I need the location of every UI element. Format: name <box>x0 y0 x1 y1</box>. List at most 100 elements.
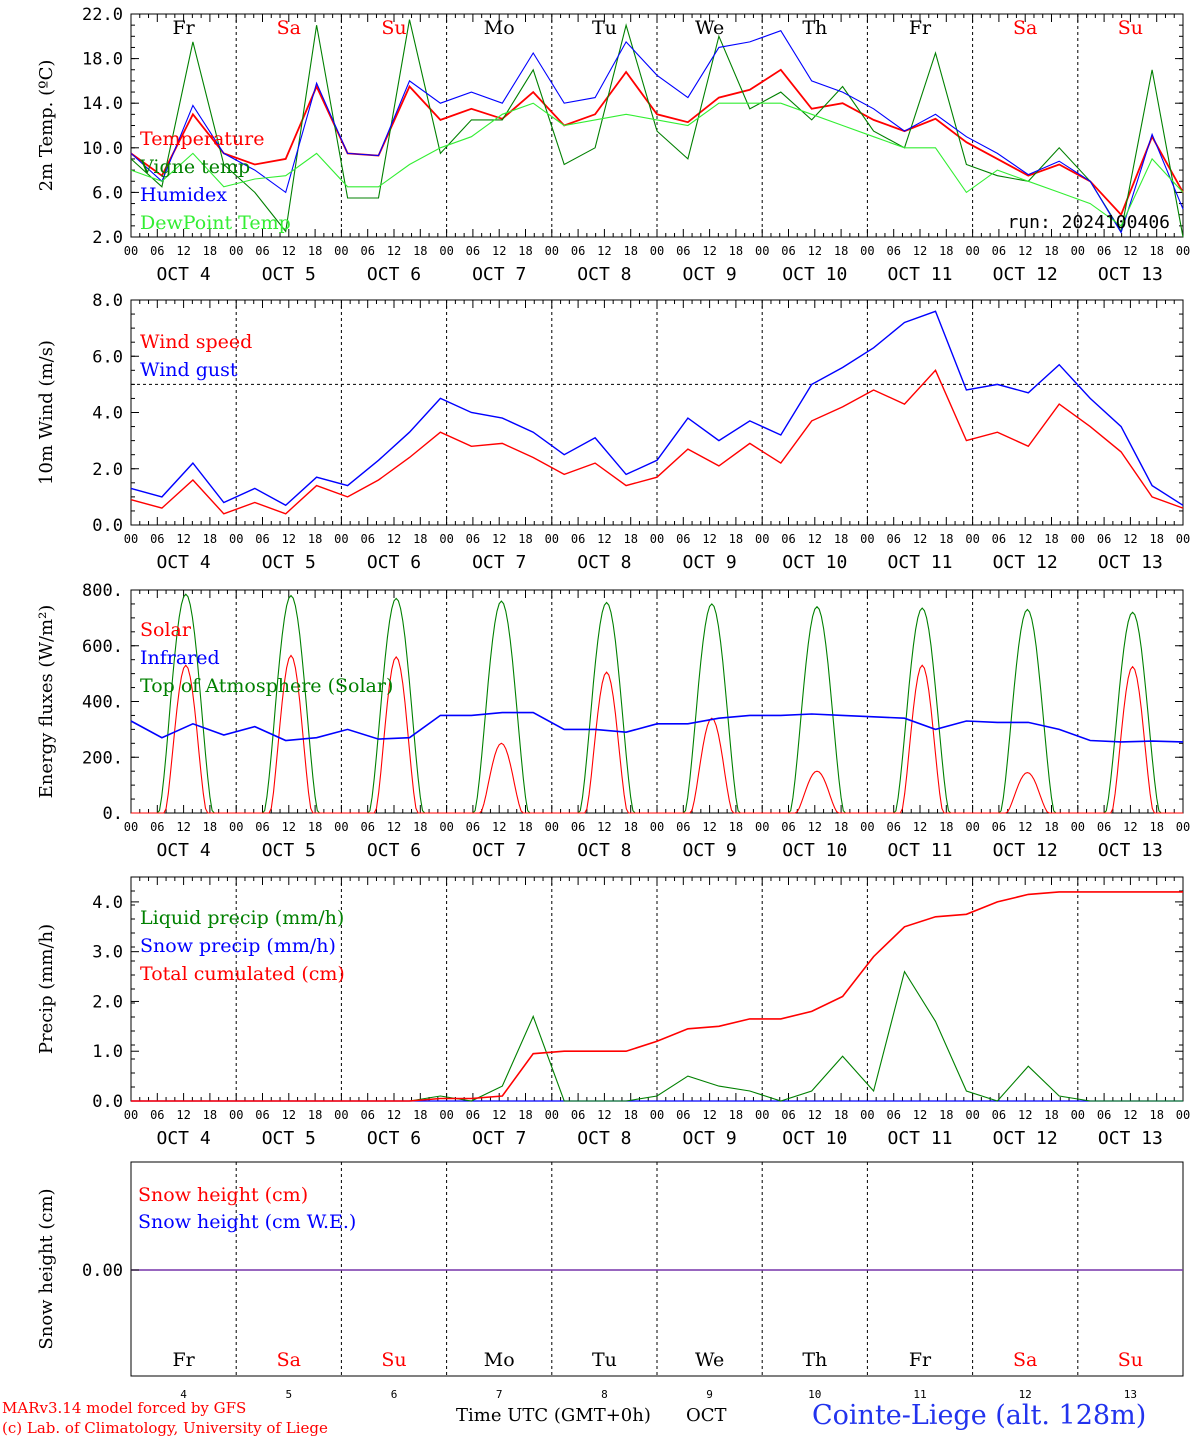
hour-label: 00 <box>124 244 138 258</box>
hour-label: 00 <box>124 820 138 834</box>
series-temperature <box>130 68 1184 217</box>
hour-label: 06 <box>886 1108 900 1122</box>
y-tick-label: 0.00 <box>82 1261 123 1281</box>
hour-label: 12 <box>597 244 611 258</box>
series-wind-speed <box>130 369 1184 515</box>
hour-label: 06 <box>886 820 900 834</box>
hour-label: 06 <box>571 1108 585 1122</box>
panel-frame <box>130 589 1184 814</box>
hour-label: 18 <box>939 820 953 834</box>
hour-label: 06 <box>676 244 690 258</box>
panel-frame <box>130 13 1184 238</box>
day-name: We <box>695 1349 724 1371</box>
legend-snow-height-cm-w-e: Snow height (cm W.E.) <box>138 1211 356 1233</box>
hour-label: 06 <box>886 244 900 258</box>
hour-label: 12 <box>282 244 296 258</box>
hour-label: 18 <box>623 820 637 834</box>
hour-label: 12 <box>282 1108 296 1122</box>
legend-snow-precip-mm-h: Snow precip (mm/h) <box>140 935 336 957</box>
hour-label: 00 <box>1176 1108 1190 1122</box>
day-name: Sa <box>1013 1349 1037 1371</box>
hour-label: 18 <box>518 244 532 258</box>
hour-label: 12 <box>176 244 190 258</box>
hour-label: 06 <box>676 820 690 834</box>
hour-label: 18 <box>623 1108 637 1122</box>
hour-label: 12 <box>1123 820 1137 834</box>
hour-label: 18 <box>203 244 217 258</box>
hour-label: 18 <box>729 820 743 834</box>
hour-label: 00 <box>229 820 243 834</box>
hour-label: 12 <box>597 1108 611 1122</box>
hour-label: 06 <box>781 820 795 834</box>
date-label: OCT 8 <box>577 840 631 861</box>
y-tick-label: 600. <box>82 637 123 657</box>
hour-label: 00 <box>650 532 664 546</box>
day-number: 6 <box>391 1388 398 1401</box>
hour-label: 12 <box>387 244 401 258</box>
panel-temperature: 00 06 12 18 OCT 4 00 06 12 18 OCT 5 00 06 12 18 OCT 6 0… <box>36 5 1190 285</box>
day-name: Su <box>381 1349 406 1371</box>
date-label: OCT 5 <box>262 1128 316 1149</box>
day-number: 10 <box>808 1388 821 1401</box>
hour-label: 00 <box>860 820 874 834</box>
time-axis-label: Time UTC (GMT+0h) <box>456 1405 651 1426</box>
day-number: 11 <box>913 1388 926 1401</box>
day-name: Mo <box>484 17 515 39</box>
hour-label: 18 <box>203 820 217 834</box>
date-label: OCT 6 <box>367 264 421 285</box>
hour-label: 06 <box>571 820 585 834</box>
hour-label: 12 <box>913 820 927 834</box>
hour-label: 00 <box>965 820 979 834</box>
hour-label: 06 <box>466 532 480 546</box>
hour-label: 06 <box>992 820 1006 834</box>
hour-label: 18 <box>1044 532 1058 546</box>
hour-label: 00 <box>860 1108 874 1122</box>
month-label: OCT <box>686 1405 727 1426</box>
hour-label: 18 <box>203 532 217 546</box>
hour-label: 00 <box>1176 820 1190 834</box>
hour-label: 06 <box>360 1108 374 1122</box>
day-name: Su <box>1118 1349 1143 1371</box>
hour-label: 06 <box>150 820 164 834</box>
hour-label: 18 <box>1149 244 1163 258</box>
hour-label: 00 <box>334 1108 348 1122</box>
y-tick-label: 1.0 <box>92 1042 123 1062</box>
y-tick-label: 0. <box>103 804 123 824</box>
hour-label: 00 <box>1071 244 1085 258</box>
date-label: OCT 12 <box>993 840 1058 861</box>
day-name: Tu <box>592 17 617 39</box>
hour-label: 06 <box>1097 1108 1111 1122</box>
hour-label: 00 <box>755 532 769 546</box>
hour-label: 12 <box>808 820 822 834</box>
hour-label: 06 <box>781 244 795 258</box>
hour-label: 06 <box>150 532 164 546</box>
hour-label: 18 <box>729 1108 743 1122</box>
day-name: Fr <box>172 1349 195 1371</box>
hour-label: 12 <box>176 532 190 546</box>
day-name: Sa <box>1013 17 1037 39</box>
hour-label: 12 <box>702 532 716 546</box>
day-name: Sa <box>277 1349 301 1371</box>
date-label: OCT 13 <box>1098 552 1163 573</box>
legend-vigne-temp: Vigne temp <box>139 156 250 178</box>
hour-label: 00 <box>860 532 874 546</box>
hour-label: 12 <box>492 244 506 258</box>
legend-top-of-atmosphere-solar: Top of Atmosphere (Solar) <box>140 675 393 697</box>
y-tick-label: 2.0 <box>92 992 123 1012</box>
series-solar <box>131 654 1183 814</box>
series-infrared <box>130 711 1184 743</box>
hour-label: 18 <box>413 244 427 258</box>
date-label: OCT 4 <box>157 264 211 285</box>
date-label: OCT 11 <box>887 840 952 861</box>
hour-label: 12 <box>176 1108 190 1122</box>
hour-label: 06 <box>150 244 164 258</box>
hour-label: 18 <box>308 820 322 834</box>
hour-label: 06 <box>992 532 1006 546</box>
legend-total-cumulated-cm: Total cumulated (cm) <box>140 963 345 985</box>
panel-precip: 00 06 12 18 OCT 4 00 06 12 18 OCT 5 00 06 12 18 OCT 6 0… <box>36 876 1190 1149</box>
hour-label: 12 <box>387 532 401 546</box>
hour-label: 06 <box>360 820 374 834</box>
y-axis-label: Energy fluxes (W/m²) <box>36 605 57 799</box>
hour-label: 12 <box>492 820 506 834</box>
